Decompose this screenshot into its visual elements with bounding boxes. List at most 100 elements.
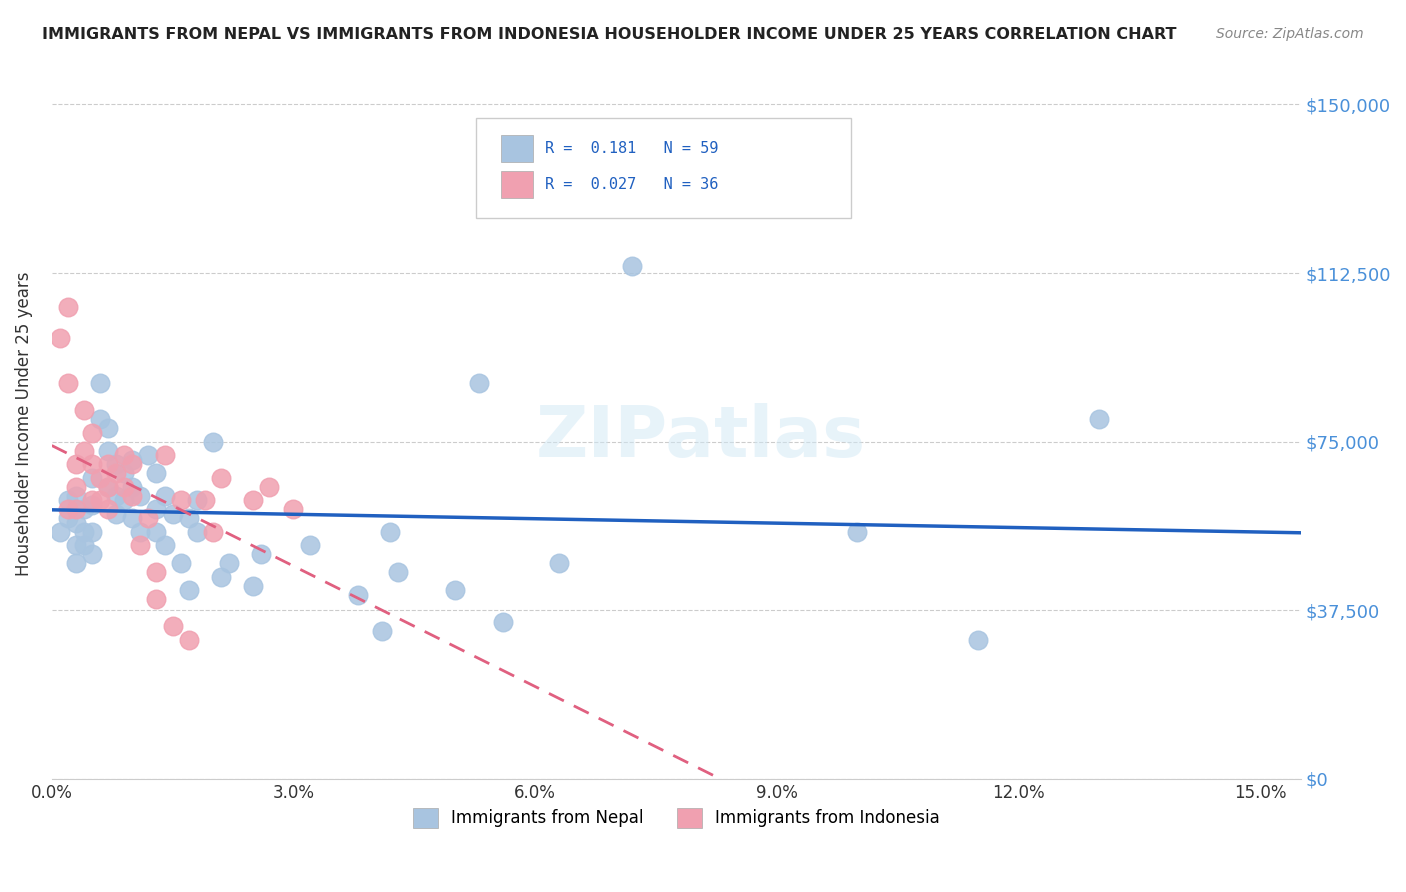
Point (105, 466, 128, 480)
Point (80, 547, 103, 561)
Point (56, 493, 79, 508)
Point (56, 376, 79, 391)
Point (371, 624, 394, 638)
Point (1088, 412, 1111, 426)
Point (283, 502, 305, 516)
Point (153, 489, 176, 503)
Point (56, 502, 79, 516)
Point (112, 493, 135, 508)
Point (65, 502, 87, 516)
Point (387, 565, 409, 579)
Point (80, 425, 103, 440)
Point (97, 480, 120, 494)
Point (80, 493, 103, 508)
Point (65, 489, 87, 503)
Point (967, 632, 990, 647)
Point (201, 434, 224, 449)
Point (129, 489, 152, 503)
Point (347, 588, 370, 602)
Point (56, 300, 79, 314)
Point (80, 498, 103, 512)
Point (194, 493, 217, 508)
Point (73, 502, 96, 516)
Point (186, 524, 208, 539)
Point (177, 583, 200, 598)
Text: R =  0.027   N = 36: R = 0.027 N = 36 (546, 177, 718, 192)
Point (169, 493, 191, 508)
Point (242, 493, 264, 508)
Point (145, 502, 167, 516)
Point (169, 556, 191, 570)
Point (145, 524, 167, 539)
Point (97, 443, 120, 458)
Text: ZIPatlas: ZIPatlas (536, 403, 866, 473)
Point (112, 466, 135, 480)
Point (177, 511, 200, 525)
Point (80, 457, 103, 471)
Point (129, 524, 152, 539)
Point (177, 632, 200, 647)
Point (105, 489, 128, 503)
Point (378, 524, 401, 539)
Point (105, 457, 128, 471)
Point (121, 489, 143, 503)
Text: IMMIGRANTS FROM NEPAL VS IMMIGRANTS FROM INDONESIA HOUSEHOLDER INCOME UNDER 25 Y: IMMIGRANTS FROM NEPAL VS IMMIGRANTS FROM… (42, 27, 1177, 42)
Point (201, 524, 224, 539)
Point (56, 511, 79, 525)
Point (153, 448, 176, 462)
Point (259, 480, 281, 494)
Point (89, 471, 111, 485)
Point (49, 331, 72, 345)
Point (97, 457, 120, 471)
Point (89, 493, 111, 508)
Point (89, 412, 111, 426)
Text: Source: ZipAtlas.com: Source: ZipAtlas.com (1216, 27, 1364, 41)
Point (129, 538, 152, 552)
Point (218, 556, 240, 570)
Point (298, 538, 321, 552)
Point (145, 466, 167, 480)
Point (105, 507, 128, 521)
Point (73, 524, 96, 539)
Point (97, 502, 120, 516)
Point (121, 457, 143, 471)
Point (162, 507, 184, 521)
Point (73, 538, 96, 552)
Point (112, 480, 135, 494)
FancyBboxPatch shape (477, 119, 851, 218)
Point (121, 480, 143, 494)
Point (97, 480, 120, 494)
Point (145, 592, 167, 607)
Point (209, 569, 232, 583)
Point (65, 538, 87, 552)
FancyBboxPatch shape (502, 170, 533, 198)
Point (209, 471, 232, 485)
Point (138, 511, 160, 525)
Point (121, 452, 143, 467)
Point (80, 524, 103, 539)
Legend: Immigrants from Nepal, Immigrants from Indonesia: Immigrants from Nepal, Immigrants from I… (406, 801, 946, 835)
Point (846, 524, 869, 539)
Point (65, 457, 87, 471)
Point (80, 471, 103, 485)
Point (73, 443, 96, 458)
Y-axis label: Householder Income Under 25 years: Householder Income Under 25 years (15, 271, 32, 576)
Point (97, 421, 120, 435)
Point (250, 547, 273, 561)
Point (186, 493, 208, 508)
Point (121, 511, 143, 525)
Point (443, 583, 465, 598)
Point (162, 619, 184, 633)
Point (73, 403, 96, 417)
Point (548, 556, 571, 570)
FancyBboxPatch shape (502, 136, 533, 162)
Point (242, 578, 264, 592)
Point (468, 376, 491, 391)
Point (620, 260, 643, 274)
Point (112, 448, 135, 462)
Point (65, 516, 87, 530)
Point (138, 448, 160, 462)
Point (89, 376, 111, 391)
Point (145, 565, 167, 579)
Text: R =  0.181   N = 59: R = 0.181 N = 59 (546, 141, 718, 156)
